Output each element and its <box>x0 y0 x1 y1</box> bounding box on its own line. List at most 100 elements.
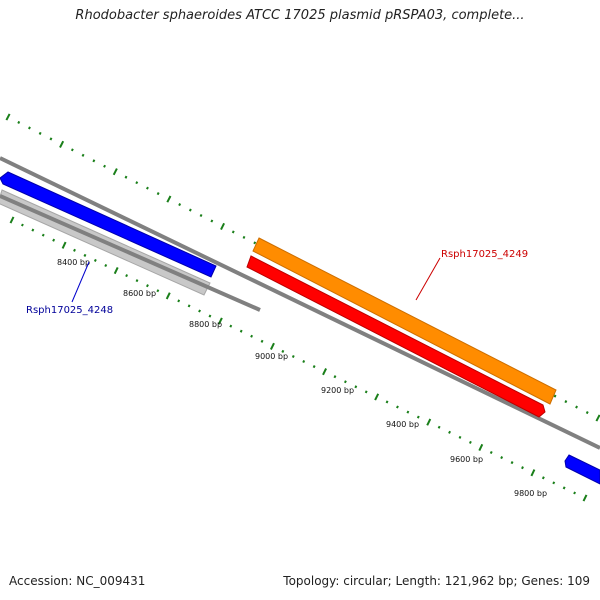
inner-tick <box>239 329 243 333</box>
inner-tick <box>187 304 191 308</box>
backbone-outer <box>0 156 600 450</box>
gene-rsph17025-4249[interactable] <box>246 255 546 418</box>
inner-tick <box>364 390 368 394</box>
outer-tick <box>70 148 74 152</box>
inner-tick <box>113 266 119 275</box>
inner-tick <box>93 258 97 262</box>
ruler-label: 9600 bp <box>450 455 483 464</box>
outer-tick <box>585 411 589 415</box>
inner-tick <box>73 248 76 252</box>
outer-tick <box>38 131 42 135</box>
outer-tick <box>156 192 160 196</box>
inner-tick <box>291 354 295 359</box>
inner-tick <box>541 476 545 480</box>
outer-tick <box>178 203 182 207</box>
inner-tick <box>582 494 588 502</box>
ruler-label: 9400 bp <box>386 420 419 429</box>
inner-tick <box>385 400 389 404</box>
inner-tick <box>9 216 15 224</box>
gene-rsph17025-4248[interactable] <box>0 171 217 278</box>
outer-tick <box>188 208 192 212</box>
outer-tick <box>81 153 85 157</box>
inner-tick <box>426 418 432 426</box>
inner-tick <box>478 443 484 452</box>
backbone-inner <box>0 194 261 312</box>
outer-tick <box>166 195 172 203</box>
inner-tick <box>146 284 149 288</box>
inner-tick <box>165 292 171 300</box>
accession-text: Accession: NC_009431 <box>9 574 146 588</box>
inner-tick <box>250 334 254 338</box>
inner-tick <box>396 405 399 409</box>
inner-tick <box>500 456 504 460</box>
inner-tick <box>302 359 306 364</box>
inner-tick <box>437 425 441 429</box>
inner-tick <box>510 461 514 465</box>
outer-tick <box>92 159 96 163</box>
gene-label-rsph17025-4248[interactable]: Rsph17025_4248 <box>26 305 113 316</box>
inner-tick <box>416 415 420 419</box>
inner-tick <box>458 435 462 439</box>
ruler-label: 8800 bp <box>189 320 222 329</box>
outer-tick <box>103 164 106 168</box>
inner-tick <box>521 466 524 470</box>
ruler-label: 9000 bp <box>255 352 288 361</box>
ruler-label: 9200 bp <box>321 386 354 395</box>
leader-rsph17025-4248 <box>71 261 90 303</box>
outer-tick <box>199 213 203 218</box>
outer-tick <box>595 414 600 422</box>
inner-tick <box>135 279 139 283</box>
inner-tick <box>406 410 410 414</box>
outer-tick <box>112 168 118 176</box>
inner-tick <box>530 469 536 477</box>
leader-rsph17025-4249 <box>415 257 441 301</box>
inner-tick <box>374 393 380 401</box>
gene-next-blue[interactable] <box>564 454 600 485</box>
inner-tick <box>20 223 24 227</box>
inner-tick <box>61 241 67 249</box>
map-title: Rhodobacter sphaeroides ATCC 17025 plasm… <box>75 8 525 23</box>
inner-tick <box>312 365 316 369</box>
ruler-label: 8400 bp <box>57 258 90 267</box>
outer-tick <box>5 113 11 121</box>
inner-tick <box>83 253 87 257</box>
inner-tick <box>260 339 264 343</box>
inner-tick <box>104 263 108 268</box>
outer-tick <box>124 175 128 179</box>
inner-tick <box>562 486 566 490</box>
inner-tick <box>322 368 327 376</box>
outer-tick <box>231 230 235 234</box>
inner-tick <box>270 342 275 350</box>
outer-tick <box>49 137 53 141</box>
inner-tick <box>281 349 285 353</box>
outer-tick <box>553 394 557 398</box>
inner-tick <box>125 274 129 278</box>
inner-tick <box>198 309 201 313</box>
inner-tick <box>52 238 56 242</box>
inner-tick <box>177 299 181 303</box>
outer-tick <box>575 405 578 409</box>
outer-tick <box>564 400 568 404</box>
outer-tick <box>220 222 225 231</box>
inner-tick <box>468 440 472 444</box>
cds-forward-orange[interactable] <box>252 237 557 405</box>
ruler-label: 8600 bp <box>123 289 156 298</box>
outer-tick <box>146 186 149 190</box>
outer-tick <box>242 235 246 239</box>
outer-tick <box>59 140 65 148</box>
inner-tick <box>489 450 493 455</box>
inner-tick <box>448 430 451 434</box>
ruler-label: 9800 bp <box>514 489 547 498</box>
inner-tick <box>156 289 160 293</box>
outer-tick <box>210 219 214 223</box>
inner-tick <box>343 380 347 384</box>
inner-tick <box>552 481 556 485</box>
inner-tick <box>41 233 45 237</box>
summary-text: Topology: circular; Length: 121,962 bp; … <box>283 574 590 588</box>
gene-label-rsph17025-4249[interactable]: Rsph17025_4249 <box>441 249 528 260</box>
inner-tick <box>354 385 358 389</box>
inner-tick-track <box>9 216 588 502</box>
outer-tick <box>253 241 257 245</box>
inner-tick <box>229 324 233 328</box>
